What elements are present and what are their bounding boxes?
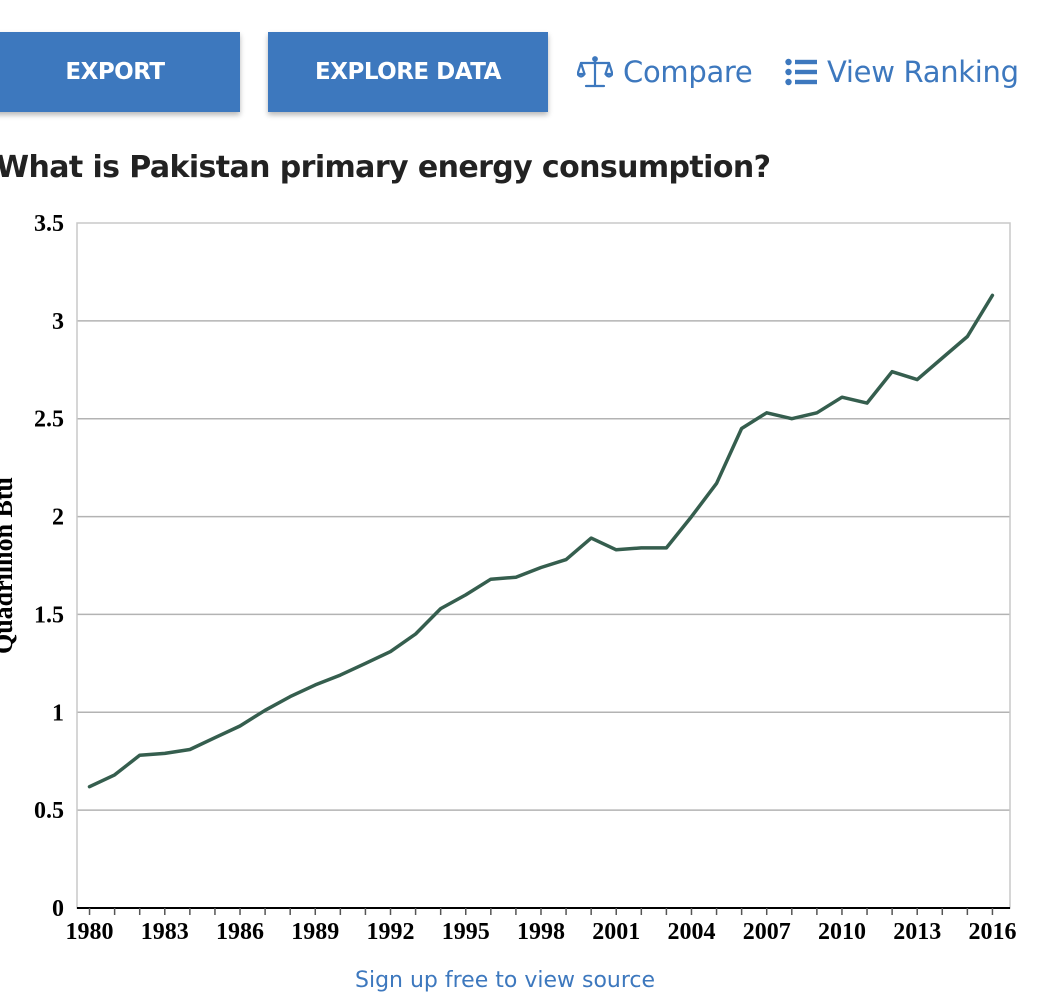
scale-icon (577, 56, 613, 88)
x-tick-label: 1998 (517, 919, 565, 945)
x-tick-label: 2004 (667, 919, 715, 945)
export-button[interactable]: EXPORT (0, 32, 240, 112)
x-tick-label: 1989 (291, 919, 339, 945)
toolbar: EXPORT EXPLORE DATA Compare (0, 0, 1040, 130)
x-tick-label: 1980 (66, 919, 114, 945)
y-tick-label: 2 (52, 505, 64, 531)
data-line (87, 293, 995, 789)
view-ranking-link[interactable]: View Ranking (785, 50, 1019, 94)
y-tick-label: 0 (52, 896, 64, 922)
y-tick-label: 0.5 (34, 798, 64, 824)
y-tick-label: 2.5 (34, 407, 64, 433)
y-axis-label: Quadrillion Btu (0, 477, 18, 654)
view-ranking-label: View Ranking (827, 55, 1019, 89)
x-tick-label: 1986 (216, 919, 264, 945)
x-tick-label: 2010 (818, 919, 866, 945)
x-tick-label: 1983 (141, 919, 189, 945)
page-title: What is Pakistan primary energy consumpt… (0, 150, 771, 185)
list-icon (785, 58, 817, 86)
line-chart: 0 0.5 1 1.5 2 2.5 3 3.5 1980 1983 1986 1989 1992 1995… (0, 211, 1016, 945)
x-tick-label: 2001 (592, 919, 640, 945)
compare-link[interactable]: Compare (577, 50, 753, 94)
y-tick-label: 1.5 (34, 602, 64, 628)
sign-up-link[interactable]: Sign up free to view source (355, 968, 656, 993)
compare-label: Compare (623, 55, 753, 89)
x-tick-label: 1995 (442, 919, 490, 945)
explore-data-button[interactable]: EXPLORE DATA (268, 32, 548, 112)
y-tick-label: 3.5 (34, 211, 64, 237)
x-tick-label: 1992 (367, 919, 415, 945)
x-tick-label: 2007 (743, 919, 791, 945)
y-tick-label: 3 (52, 309, 64, 335)
x-tick-label: 2016 (968, 919, 1016, 945)
chart: 0 0.5 1 1.5 2 2.5 3 3.5 1980 1983 1986 1989 1992 1995… (0, 200, 1040, 950)
x-tick-label: 2013 (893, 919, 941, 945)
y-tick-label: 1 (52, 700, 64, 726)
